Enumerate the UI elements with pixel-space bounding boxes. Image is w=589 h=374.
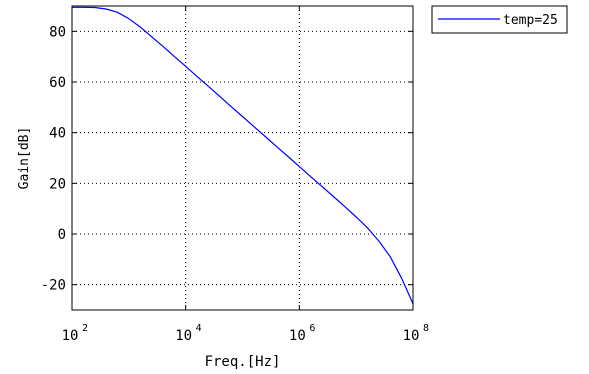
y-tick-label: -20 [41, 278, 66, 294]
series-layer [72, 6, 414, 304]
x-axis-label: Freq.[Hz] [205, 354, 281, 370]
grid [71, 6, 414, 310]
y-axis-label: Gain[dB] [17, 127, 32, 190]
y-tick-label: 60 [49, 75, 66, 91]
x-tick-label: 10 [175, 328, 192, 344]
x-tick-label: 10 [62, 328, 79, 344]
axis-ticks [71, 6, 414, 310]
x-tick-label: 10 [403, 328, 420, 344]
y-tick-label: 20 [49, 176, 66, 192]
x-tick-labels: 10 2 10 4 10 6 10 8 [62, 323, 429, 344]
y-tick-label: 40 [49, 126, 66, 142]
x-tick-exponent: 4 [196, 323, 202, 334]
series-line-temp-25 [72, 6, 414, 304]
y-tick-label: 0 [58, 227, 66, 243]
y-tick-label: 80 [49, 24, 66, 40]
y-tick-labels: -20 0 20 40 60 80 [41, 24, 66, 293]
x-tick-exponent: 8 [423, 323, 429, 334]
plot-frame [71, 5, 414, 311]
x-tick-exponent: 2 [82, 323, 88, 334]
legend-label-temp-25: temp=25 [503, 13, 558, 28]
x-tick-exponent: 6 [309, 323, 315, 334]
x-tick-label: 10 [289, 328, 306, 344]
legend: temp=25 [431, 5, 568, 34]
